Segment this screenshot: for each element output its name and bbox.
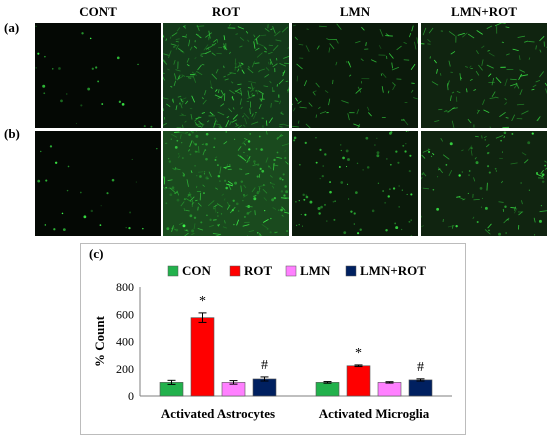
micrograph-b-lmn <box>292 131 418 236</box>
bar-1-2 <box>377 382 402 397</box>
legend-label-0: CON <box>182 263 212 278</box>
column-label-lmn: LMN <box>339 4 371 19</box>
x-category-label-1: Activated Microglia <box>319 406 430 421</box>
row-label-a: (a) <box>4 20 20 35</box>
y-tick-label-4: 800 <box>116 280 134 294</box>
micrograph-a-rot <box>163 23 289 128</box>
legend-label-2: LMN <box>300 263 331 278</box>
legend-label-1: ROT <box>244 263 273 278</box>
y-tick-label-0: 0 <box>128 389 134 403</box>
bar-chart: CON ROT LMN LMN+ROT 0 200 400 600 800 % Count * # Ac… <box>92 263 452 421</box>
legend-swatch-0 <box>167 265 179 277</box>
column-label-lmn-rot: LMN+ROT <box>451 4 517 19</box>
legend-swatch-1 <box>229 265 241 277</box>
panel-label-c: (c) <box>89 246 104 261</box>
chart-frame <box>80 243 466 435</box>
significance-marker-0-3: # <box>261 358 268 373</box>
micrograph-b-cont <box>35 131 161 236</box>
y-tick-label-2: 400 <box>116 335 134 349</box>
x-category-label-0: Activated Astrocytes <box>161 406 275 421</box>
significance-marker-1-3: # <box>417 360 424 375</box>
micrograph-b-rot <box>163 131 289 236</box>
column-label-rot: ROT <box>211 4 241 19</box>
micrograph-a-cont <box>35 23 161 128</box>
micrograph-a-lmn <box>292 23 418 128</box>
bar-1-3 <box>408 379 433 397</box>
row-label-b: (b) <box>4 126 20 141</box>
bar-0-3 <box>252 378 277 397</box>
micrograph-a-lmn-rot <box>421 23 547 128</box>
significance-marker-1-1: * <box>355 346 362 361</box>
bar-1-1 <box>346 365 371 397</box>
bar-0-1 <box>190 317 215 397</box>
column-label-cont: CONT <box>79 4 117 19</box>
y-axis-label: % Count <box>92 315 107 367</box>
y-tick-label-3: 600 <box>116 307 134 321</box>
legend-label-3: LMN+ROT <box>360 263 426 278</box>
legend-swatch-2 <box>285 265 297 277</box>
legend-swatch-3 <box>345 265 357 277</box>
bar-1-0 <box>315 382 340 397</box>
y-tick-label-1: 200 <box>116 362 134 376</box>
micrograph-b-lmn-rot <box>421 131 547 236</box>
significance-marker-0-1: * <box>199 294 206 309</box>
